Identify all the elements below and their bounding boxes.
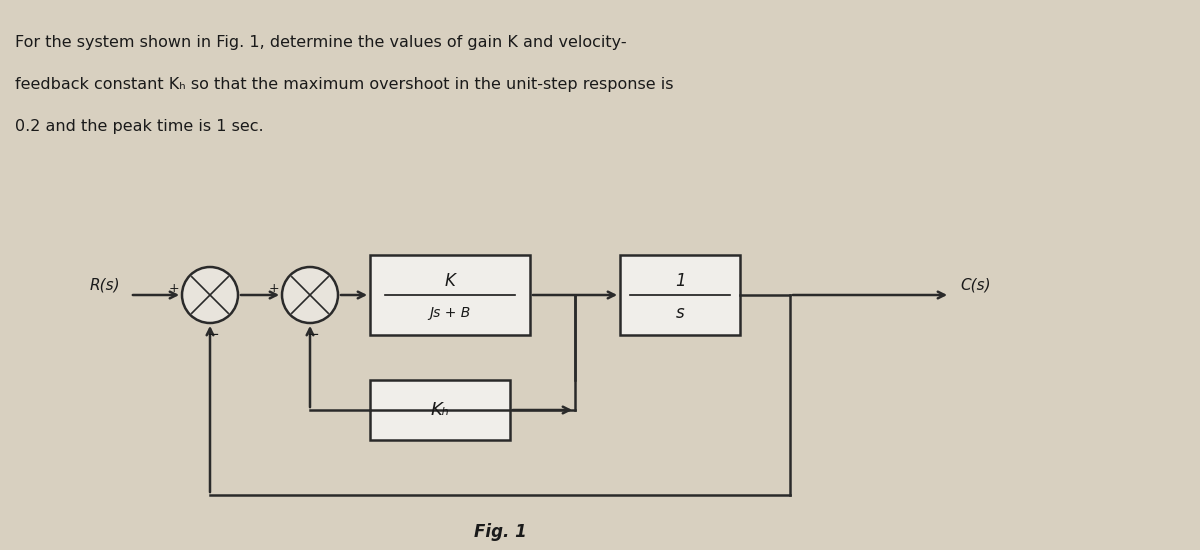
Text: Js + B: Js + B	[430, 306, 470, 320]
Text: −: −	[306, 327, 319, 342]
Text: Fig. 1: Fig. 1	[474, 523, 527, 541]
FancyBboxPatch shape	[620, 255, 740, 335]
Text: K: K	[444, 272, 456, 290]
FancyBboxPatch shape	[370, 380, 510, 440]
Text: For the system shown in Fig. 1, determine the values of gain K and velocity-: For the system shown in Fig. 1, determin…	[14, 35, 626, 50]
Circle shape	[282, 267, 338, 323]
Text: +: +	[269, 282, 280, 294]
Text: 0.2 and the peak time is 1 sec.: 0.2 and the peak time is 1 sec.	[14, 119, 264, 134]
Text: C(s): C(s)	[960, 278, 991, 293]
Text: −: −	[206, 327, 220, 342]
Text: Kₕ: Kₕ	[431, 401, 450, 419]
Text: 1: 1	[674, 272, 685, 290]
Text: +: +	[168, 282, 179, 294]
Text: feedback constant Kₕ so that the maximum overshoot in the unit-step response is: feedback constant Kₕ so that the maximum…	[14, 77, 673, 92]
Text: R(s): R(s)	[89, 278, 120, 293]
Circle shape	[182, 267, 238, 323]
Text: s: s	[676, 304, 684, 322]
FancyBboxPatch shape	[370, 255, 530, 335]
